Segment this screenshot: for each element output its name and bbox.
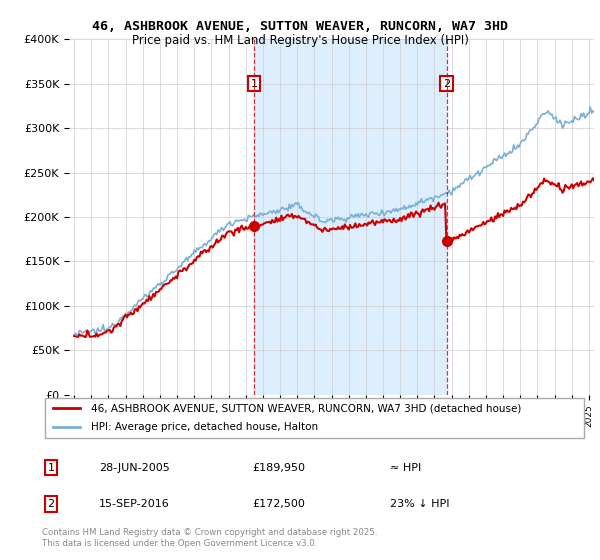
Text: Contains HM Land Registry data © Crown copyright and database right 2025.
This d: Contains HM Land Registry data © Crown c… — [42, 528, 377, 548]
Text: 28-JUN-2005: 28-JUN-2005 — [99, 463, 170, 473]
Text: £172,500: £172,500 — [252, 499, 305, 509]
Text: ≈ HPI: ≈ HPI — [390, 463, 421, 473]
Text: 2: 2 — [47, 499, 55, 509]
Text: Price paid vs. HM Land Registry's House Price Index (HPI): Price paid vs. HM Land Registry's House … — [131, 34, 469, 46]
Text: 46, ASHBROOK AVENUE, SUTTON WEAVER, RUNCORN, WA7 3HD (detached house): 46, ASHBROOK AVENUE, SUTTON WEAVER, RUNC… — [91, 403, 521, 413]
Bar — [254, 39, 446, 395]
Text: 1: 1 — [251, 78, 257, 88]
Text: £189,950: £189,950 — [252, 463, 305, 473]
Text: 23% ↓ HPI: 23% ↓ HPI — [390, 499, 449, 509]
Text: 46, ASHBROOK AVENUE, SUTTON WEAVER, RUNCORN, WA7 3HD: 46, ASHBROOK AVENUE, SUTTON WEAVER, RUNC… — [92, 20, 508, 32]
Text: 15-SEP-2016: 15-SEP-2016 — [99, 499, 170, 509]
FancyBboxPatch shape — [45, 398, 584, 438]
Text: HPI: Average price, detached house, Halton: HPI: Average price, detached house, Halt… — [91, 422, 318, 432]
Text: 1: 1 — [47, 463, 55, 473]
Text: 2: 2 — [443, 78, 450, 88]
